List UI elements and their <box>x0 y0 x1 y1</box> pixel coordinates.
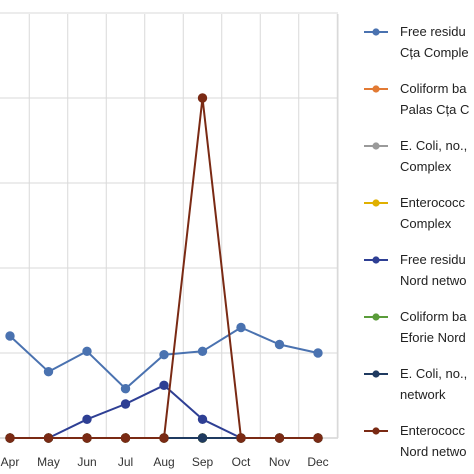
data-point <box>236 322 246 333</box>
legend-label: Nord netwo <box>400 273 466 288</box>
x-tick-label: Jul <box>118 455 133 469</box>
data-point <box>159 350 169 360</box>
legend-entry: Enterococc Complex <box>364 195 466 231</box>
x-tick-label: Oct <box>232 455 251 469</box>
legend-swatch-marker <box>372 28 380 36</box>
data-point <box>5 331 15 341</box>
data-point <box>274 433 285 443</box>
x-tick-label: Jun <box>77 455 96 469</box>
legend-label: Free residu <box>400 24 466 39</box>
legend: Free residu Cța Comple Coliform ba Palas Cț… <box>364 24 469 459</box>
data-point <box>82 414 92 424</box>
legend-label: Palas Cța C <box>400 102 469 117</box>
legend-swatch-marker <box>372 427 380 435</box>
grid <box>0 12 339 439</box>
data-point <box>5 433 15 443</box>
legend-swatch-marker <box>372 256 380 264</box>
legend-label: Cța Comple <box>400 45 469 60</box>
data-point <box>120 399 131 409</box>
data-point <box>120 384 131 394</box>
legend-label: network <box>400 387 446 402</box>
legend-swatch-marker <box>372 370 380 378</box>
legend-label: E. Coli, no., <box>400 138 467 153</box>
data-point <box>43 367 54 377</box>
data-point <box>313 433 323 443</box>
legend-entry: Enterococc Nord netwo <box>364 423 466 459</box>
series-1 <box>5 322 323 394</box>
legend-entry: Free residu Cța Comple <box>364 24 469 60</box>
legend-label: Nord netwo <box>400 444 466 459</box>
plot-area <box>5 93 323 443</box>
data-point <box>159 380 169 390</box>
data-point <box>159 433 169 443</box>
legend-label: Coliform ba <box>400 81 467 96</box>
legend-label: E. Coli, no., <box>400 366 467 381</box>
legend-swatch-marker <box>372 142 380 150</box>
data-point <box>82 433 92 443</box>
data-point <box>197 346 208 356</box>
data-point <box>197 414 208 424</box>
data-point <box>274 339 285 350</box>
data-point <box>313 348 323 358</box>
x-axis-tick-labels: Apr May Jun Jul Aug Sep Oct Nov Dec <box>1 455 329 469</box>
data-point <box>82 346 92 356</box>
legend-swatch-marker <box>372 199 380 207</box>
legend-entry: Coliform ba Palas Cța C <box>364 81 469 117</box>
legend-swatch-marker <box>372 313 380 321</box>
x-tick-label: Sep <box>192 455 214 469</box>
legend-label: Enterococc <box>400 195 466 210</box>
x-tick-label: Dec <box>307 455 328 469</box>
legend-swatch-marker <box>372 85 380 93</box>
data-point <box>197 433 208 443</box>
series-8 <box>5 93 323 443</box>
x-tick-label: Apr <box>1 455 20 469</box>
data-point <box>197 93 208 103</box>
legend-label: Complex <box>400 159 452 174</box>
x-tick-label: Nov <box>269 455 290 469</box>
x-tick-label: Aug <box>153 455 174 469</box>
legend-entry: Free residu Nord netwo <box>364 252 466 288</box>
legend-label: Free residu <box>400 252 466 267</box>
legend-label: Enterococc <box>400 423 466 438</box>
x-tick-label: May <box>37 455 60 469</box>
legend-entry: E. Coli, no., network <box>364 366 467 402</box>
data-point <box>43 433 54 443</box>
data-point <box>120 433 131 443</box>
data-point <box>236 433 246 443</box>
legend-label: Complex <box>400 216 452 231</box>
legend-entry: Coliform ba Eforie Nord <box>364 309 467 345</box>
legend-label: Eforie Nord <box>400 330 466 345</box>
legend-label: Coliform ba <box>400 309 467 324</box>
legend-entry: E. Coli, no., Complex <box>364 138 467 174</box>
